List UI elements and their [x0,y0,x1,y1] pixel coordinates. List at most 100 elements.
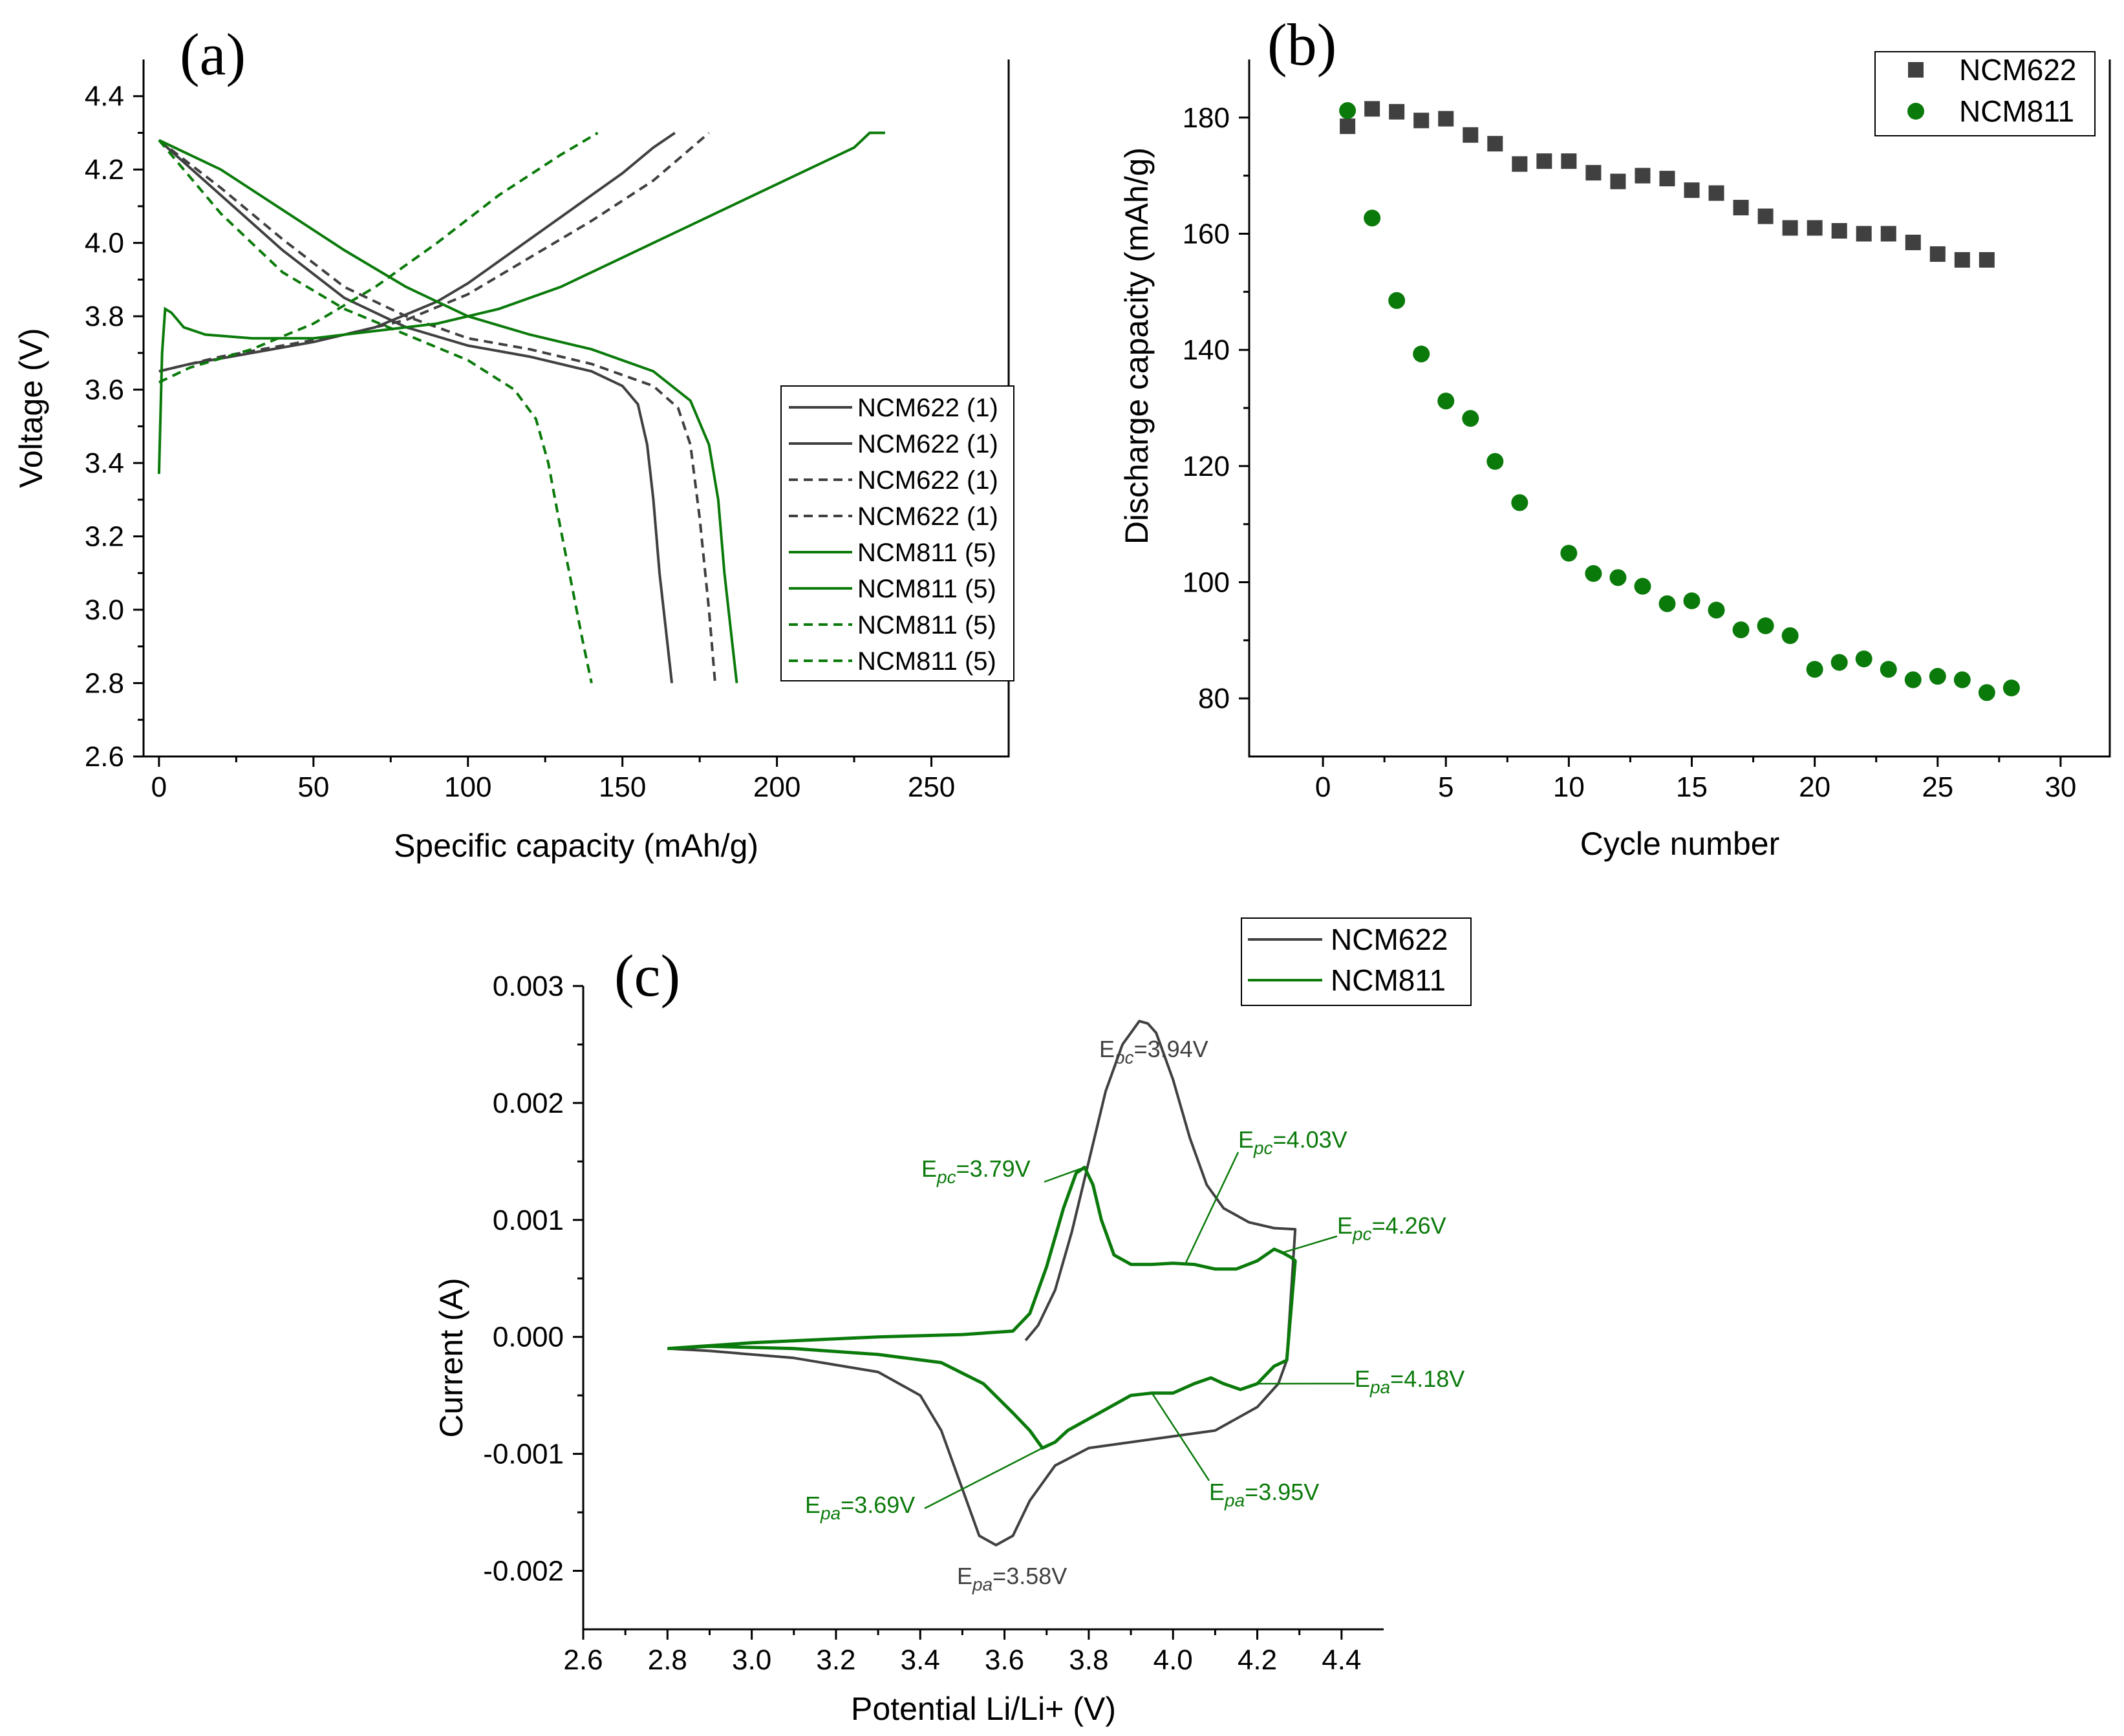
x-tick-label: 15 [1676,771,1708,803]
y-tick-label: 2.6 [85,741,124,773]
x-tick-label: 4.4 [1322,1644,1361,1676]
data-point-ncm622 [1585,165,1602,181]
y-tick-label: -0.002 [483,1556,564,1587]
y-tick-label: -0.001 [483,1439,564,1470]
panel-a-legend [780,385,1014,681]
annotation-leader [1185,1152,1239,1264]
series-line [158,131,710,373]
data-point-ncm811 [1388,292,1406,309]
annotation-leader [1151,1392,1210,1481]
y-tick-label: 3.0 [85,594,124,626]
legend-label: NCM811 (5) [857,539,996,567]
panel-a-y-ticks: 2.6 2.8 3.0 3.2 3.4 3.6 3.8 4.0 4.2 4.4 [85,81,144,773]
panel-a-series [157,131,885,683]
panel-c-frame [582,986,1384,1631]
data-point-ncm811 [1978,684,1995,702]
x-tick-label: 200 [753,771,800,803]
y-tick-label: 3.4 [85,447,124,479]
peak-annotation: Epa=3.69V [805,1492,915,1523]
y-tick-label: 0.003 [493,970,564,1002]
data-point-ncm811 [1830,654,1848,671]
legend-label: NCM811 (5) [857,647,996,676]
panel-b-x-title: Cycle number [1580,826,1779,862]
data-point-ncm811 [1953,671,1971,689]
data-point-ncm622 [1733,200,1749,216]
peak-annotation: Epc=3.94V [1099,1036,1208,1067]
legend-label: NCM622 [1331,923,1448,956]
data-point-ncm811 [1806,661,1823,678]
data-point-ncm811 [1855,650,1872,668]
data-point-ncm811 [1929,668,1946,685]
data-point-ncm622 [1364,101,1380,117]
x-tick-label: 250 [908,771,955,803]
y-tick-label: 120 [1183,451,1230,482]
data-point-ncm622 [1659,171,1675,187]
panel-c-x-title: Potential Li/Li+ (V) [851,1691,1116,1727]
x-tick-label: 150 [599,771,646,803]
panel-c-legend-entries: NCM622 NCM811 [1248,923,1448,997]
x-tick-label: 3.0 [732,1644,771,1676]
x-tick-label: 4.2 [1238,1644,1277,1676]
panel-c-label: (c) [614,943,680,1009]
data-point-ncm811 [1708,601,1725,619]
panel-c-y-ticks: -0.002 -0.001 0.000 0.001 0.002 0.003 [483,970,583,1587]
panel-b-legend-entries: NCM622 NCM811 [1907,53,2077,128]
data-point-ncm811 [1757,617,1774,634]
peak-annotation: Epa=4.18V [1355,1366,1464,1397]
data-point-ncm622 [1635,167,1651,184]
y-tick-label: 3.8 [85,301,124,332]
data-point-ncm811 [1413,345,1430,363]
x-tick-label: 25 [1922,771,1953,803]
y-tick-label: 4.2 [85,154,124,186]
data-point-ncm622 [1954,252,1970,268]
x-tick-label: 50 [297,771,329,803]
legend-label: NCM622 [1959,53,2077,87]
data-point-ncm622 [1708,185,1724,201]
peak-annotation: Epa=3.95V [1209,1479,1319,1510]
data-point-ncm811 [1634,577,1651,595]
data-point-ncm622 [1684,182,1700,198]
annotation-leader [1044,1166,1085,1183]
data-point-ncm622 [1757,208,1774,224]
panel-b-y-title: Discharge capacity (mAh/g) [1119,147,1155,544]
x-tick-label: 2.6 [563,1644,603,1676]
data-point-ncm622 [1782,220,1798,236]
panel-a-voltage-profile: (a) 0 50 100 150 200 250 2.6 2.8 3.0 3.2 3.4 3.6 3.… [13,21,1014,864]
peak-annotation: Epc=3.79V [921,1155,1031,1187]
legend-marker-square [1908,62,1924,78]
data-point-ncm811 [1339,102,1357,120]
x-tick-label: 3.8 [1069,1644,1108,1676]
legend-label: NCM622 (1) [857,430,998,458]
peak-annotation: Epc=4.26V [1337,1212,1446,1244]
data-point-ncm622 [1856,226,1872,242]
panel-a-x-title: Specific capacity (mAh/g) [394,828,758,864]
series-line [158,131,676,373]
y-tick-label: 80 [1198,683,1230,714]
x-tick-label: 3.4 [901,1644,940,1676]
panel-b-y-ticks: 80 100 120 140 160 180 [1183,102,1249,714]
y-tick-label: 4.0 [85,228,124,259]
legend-label: NCM811 [1959,94,2074,128]
panel-b-label: (b) [1267,12,1336,78]
data-point-ncm622 [1512,156,1528,172]
panel-c-cyclic-voltammetry: (c) 2.6 2.8 3.0 3.2 3.4 3.6 3.8 4.0 4.2 4.4 -0.00… [433,917,1472,1727]
panel-c-y-title: Current (A) [433,1278,469,1437]
data-point-ncm811 [1560,544,1578,562]
data-point-ncm811 [1511,494,1529,511]
legend-label: NCM622 (1) [857,394,998,422]
panel-b-x-ticks: 0 5 10 15 20 25 30 [1315,756,2076,803]
panel-a-x-ticks: 0 50 100 150 200 250 [151,756,955,803]
data-point-ncm622 [1807,220,1823,236]
y-tick-label: 3.2 [85,521,124,553]
data-point-ncm811 [1683,592,1700,610]
x-tick-label: 100 [444,771,491,803]
cv-curve-ncm811 [667,1165,1297,1450]
panel-a-label: (a) [180,21,246,87]
x-tick-label: 4.0 [1153,1644,1193,1676]
y-tick-label: 100 [1183,567,1230,599]
annotation-leader [924,1447,1043,1510]
panel-a-legend-entries: NCM622 (1) NCM622 (1) NCM622 (1) NCM622 (1)… [789,394,998,676]
data-point-ncm811 [1732,621,1750,639]
x-tick-label: 20 [1799,771,1830,803]
panel-b-cycling: (b) 0 5 10 15 20 25 30 80 100 120 140 160 180 Cycle… [1119,12,2111,862]
